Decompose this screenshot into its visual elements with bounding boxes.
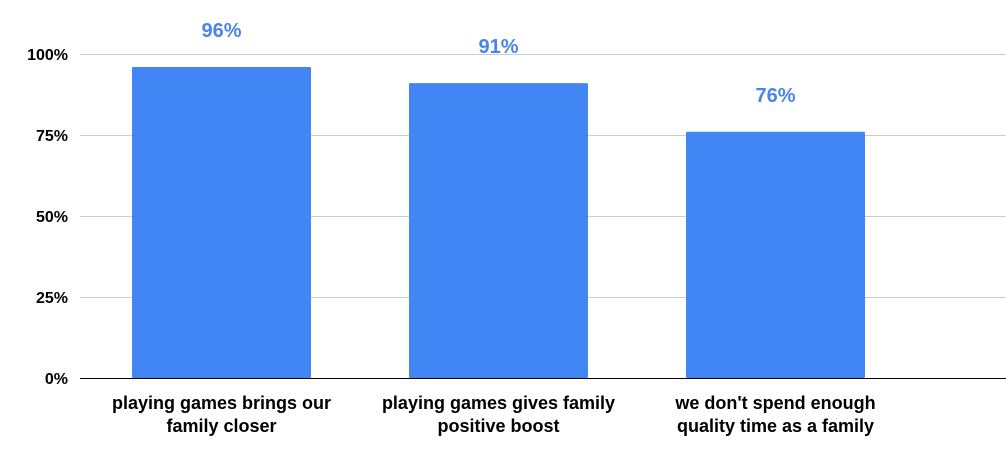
category-label: positive boost — [437, 416, 559, 436]
category-label: playing games brings our — [112, 393, 331, 413]
y-tick-label: 75% — [36, 128, 68, 145]
category-label: we don't spend enough — [674, 393, 875, 413]
y-tick-label: 50% — [36, 209, 68, 226]
bar — [132, 66, 311, 379]
y-tick-label: 25% — [36, 290, 68, 307]
category-label: family closer — [166, 416, 276, 436]
y-axis-ticks: 0% 25% 50% 75% 100% — [27, 47, 68, 388]
bar — [409, 83, 588, 378]
y-tick-label: 100% — [27, 47, 68, 64]
data-labels: 96% 91% 76% — [201, 20, 795, 107]
data-label: 76% — [755, 85, 795, 107]
y-tick-label: 0% — [45, 371, 68, 388]
category-label: playing games gives family — [382, 393, 615, 413]
bar — [686, 131, 865, 378]
category-labels: playing games brings our family closer pla… — [112, 393, 876, 436]
data-label: 96% — [201, 20, 241, 42]
data-label: 91% — [478, 36, 518, 58]
bars — [132, 66, 865, 379]
category-label: quality time as a family — [677, 416, 874, 436]
